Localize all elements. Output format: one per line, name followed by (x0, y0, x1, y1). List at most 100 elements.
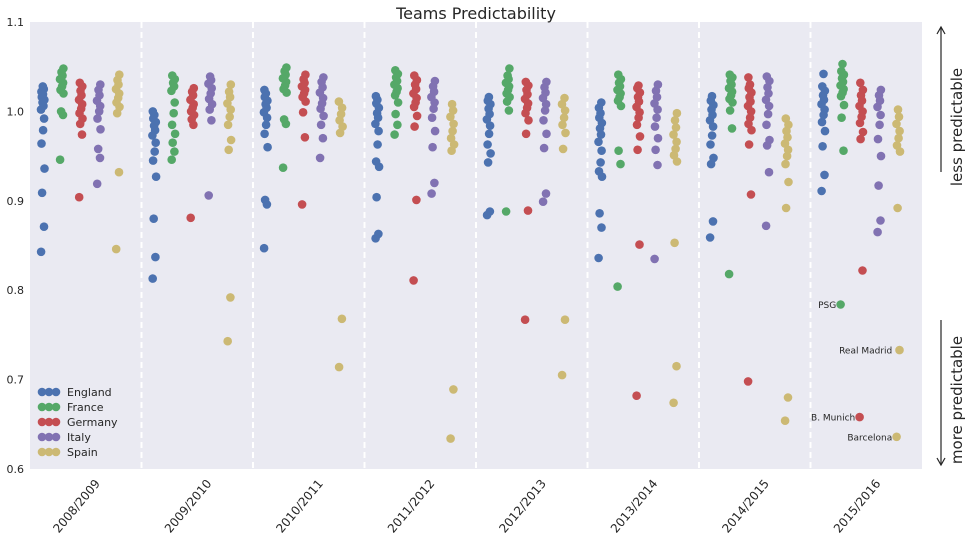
data-point-england (38, 82, 48, 91)
data-point-england (148, 156, 158, 165)
data-point-france (839, 146, 848, 155)
data-point-france (837, 66, 846, 76)
data-point-germany (521, 77, 531, 87)
annotation-label: PSG (818, 301, 836, 311)
data-point-italy (653, 133, 663, 143)
y-tick-label: 0.8 (7, 284, 25, 297)
data-point-france (282, 63, 291, 72)
data-point-italy (542, 129, 551, 139)
data-point-england (817, 117, 827, 127)
data-point-germany (186, 213, 195, 223)
legend-label: Spain (67, 446, 98, 459)
data-point-spain (226, 135, 236, 145)
data-point-germany (300, 133, 310, 142)
data-point-italy (541, 189, 551, 198)
data-point-france (393, 120, 402, 130)
data-point-england (596, 158, 605, 167)
data-point-spain (784, 177, 793, 187)
legend-marker (37, 417, 47, 427)
data-point-italy (427, 113, 437, 122)
data-point-france (837, 113, 846, 122)
data-point-spain (672, 137, 681, 147)
data-point-italy (653, 80, 663, 89)
data-point-england (261, 120, 271, 130)
data-point-england (36, 247, 46, 257)
data-point-italy (205, 72, 215, 81)
data-point-germany (410, 71, 419, 80)
data-point-italy (542, 77, 551, 87)
data-point-spain (449, 119, 458, 129)
data-point-spain (225, 112, 234, 122)
data-point-spain (446, 133, 456, 143)
data-point-spain (337, 314, 347, 324)
legend-marker (44, 387, 54, 397)
data-point-france (724, 269, 734, 279)
data-point-spain (782, 151, 792, 161)
data-point-france (614, 146, 623, 155)
data-point-germany (520, 315, 530, 325)
data-point-germany (410, 122, 419, 131)
data-point-italy (652, 113, 661, 122)
legend-label: Italy (67, 431, 91, 444)
data-point-england (40, 164, 49, 173)
data-point-italy (650, 122, 660, 131)
data-point-italy (315, 153, 325, 163)
more-predictable-label: more predictable (948, 336, 966, 464)
data-point-spain (672, 108, 682, 118)
data-point-england (39, 222, 49, 231)
data-point-germany (635, 240, 644, 249)
data-point-england (819, 69, 828, 79)
data-point-england (597, 223, 606, 232)
data-point-france (56, 107, 66, 116)
season-separators (140, 22, 812, 469)
data-point-england (39, 114, 49, 123)
annotation-label: Real Madrid (839, 347, 892, 357)
data-point-england (38, 125, 48, 135)
data-point-england (260, 195, 270, 205)
less-predictable-label: less predictable (948, 68, 966, 186)
data-point-spain (559, 113, 569, 122)
data-point-italy (764, 167, 774, 177)
data-point-france (836, 300, 845, 309)
data-point-germany (633, 145, 642, 155)
data-point-france (170, 129, 180, 139)
legend-marker (44, 447, 54, 457)
data-point-france (168, 138, 177, 147)
data-point-england (484, 129, 494, 139)
data-point-england (484, 92, 494, 102)
data-point-italy (651, 145, 660, 155)
data-point-spain (334, 362, 344, 372)
data-point-italy (873, 134, 883, 144)
x-tick-label: 2010/2011 (273, 477, 326, 536)
data-point-italy (207, 116, 216, 125)
data-point-spain (114, 167, 124, 177)
data-point-england (151, 172, 161, 181)
data-point-england (709, 153, 718, 163)
data-point-italy (319, 111, 328, 121)
data-point-spain (447, 99, 457, 109)
data-point-england (597, 98, 606, 107)
data-point-england (148, 107, 158, 116)
data-point-spain (671, 123, 681, 132)
data-point-italy (763, 109, 773, 119)
data-point-france (616, 159, 625, 169)
data-point-spain (224, 87, 234, 96)
data-point-france (168, 71, 177, 80)
data-point-england (373, 140, 382, 149)
legend: England France Germany Italy Spain (37, 386, 118, 459)
data-point-spain (446, 434, 455, 443)
data-point-italy (876, 151, 886, 161)
data-point-spain (115, 70, 124, 79)
data-point-italy (653, 160, 662, 170)
data-point-germany (409, 276, 418, 285)
data-point-germany (75, 78, 85, 88)
data-point-france (279, 115, 289, 124)
data-point-france (613, 282, 622, 291)
data-point-spain (783, 393, 793, 402)
data-point-italy (539, 143, 549, 153)
data-point-italy (316, 120, 326, 130)
data-point-italy (96, 80, 105, 89)
data-point-italy (204, 191, 213, 200)
data-point-spain (223, 336, 232, 346)
